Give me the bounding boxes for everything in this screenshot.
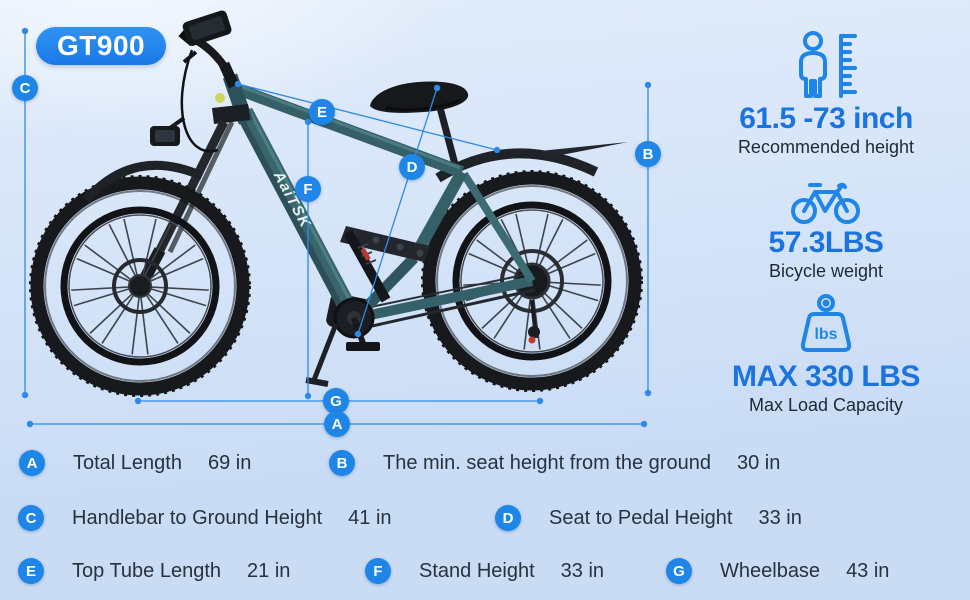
weight-lbs-icon: lbs [800,294,852,352]
measurement-b: B The min. seat height from the ground 3… [329,450,780,476]
recommended-height-value: 61.5 -73 inch [739,102,913,135]
measurement-c: C Handlebar to Ground Height 41 in [18,505,392,531]
measurement-c-value: 41 in [348,506,392,529]
lbs-icon-text: lbs [814,326,837,343]
measurement-b-label: The min. seat height from the ground [383,451,711,474]
measurement-f: F Stand Height 33 in [365,558,604,584]
measurement-d: D Seat to Pedal Height 33 in [495,505,802,531]
diagram-marker-f: F [295,176,321,202]
measurement-b-badge: B [329,450,355,476]
measurement-g-badge: G [666,558,692,584]
max-load-value: MAX 330 LBS [732,360,920,393]
diagram-marker-a: A [324,411,350,437]
measurement-c-label: Handlebar to Ground Height [72,506,323,529]
spec-recommended-height: 61.5 -73 inch Recommended height [690,0,962,158]
person-height-icon [799,31,857,98]
bicycle-weight-value: 57.3LBS [768,226,884,259]
max-load-label: Max Load Capacity [748,395,904,415]
bike-illustration: AaiTSK [0,10,680,450]
measurement-e-value: 21 in [247,559,291,582]
diagram-marker-g: G [323,388,349,414]
diagram-marker-d: D [399,154,425,180]
diagram-marker-c: C [12,75,38,101]
bicycle-weight-label: Bicycle weight [768,261,884,281]
spec-max-load: lbs MAX 330 LBS Max Load Capacity [690,282,962,416]
measurement-f-badge: F [365,558,391,584]
measurement-g: G Wheelbase 43 in [666,558,889,584]
measurement-g-label: Wheelbase [720,559,821,582]
measurement-f-value: 33 in [560,559,605,582]
measurement-e: E Top Tube Length 21 in [18,558,290,584]
diagram-marker-e: E [309,99,335,125]
measurement-e-label: Top Tube Length [72,559,222,582]
model-badge: GT900 [36,27,167,65]
measurement-f-label: Stand Height [419,559,535,582]
spec-bicycle-weight: 57.3LBS Bicycle weight [690,158,962,282]
measurement-b-value: 30 in [736,451,781,474]
measurement-a: A Total Length 69 in [19,450,251,476]
measurement-c-badge: C [18,505,44,531]
measurement-a-badge: A [19,450,45,476]
dimension-lines [21,27,652,428]
measurement-a-label: Total Length [73,451,182,474]
measurement-d-label: Seat to Pedal Height [549,506,733,529]
measurement-g-value: 43 in [846,559,890,582]
diagram-marker-b: B [635,141,661,167]
recommended-height-label: Recommended height [737,137,915,157]
measurement-a-value: 69 in [207,451,252,474]
measurement-d-badge: D [495,505,521,531]
bicycle-icon [791,182,860,224]
measurement-d-value: 33 in [758,506,802,529]
spec-column: 61.5 -73 inch Recommended height 57.3LBS… [690,0,962,416]
measurement-e-badge: E [18,558,44,584]
